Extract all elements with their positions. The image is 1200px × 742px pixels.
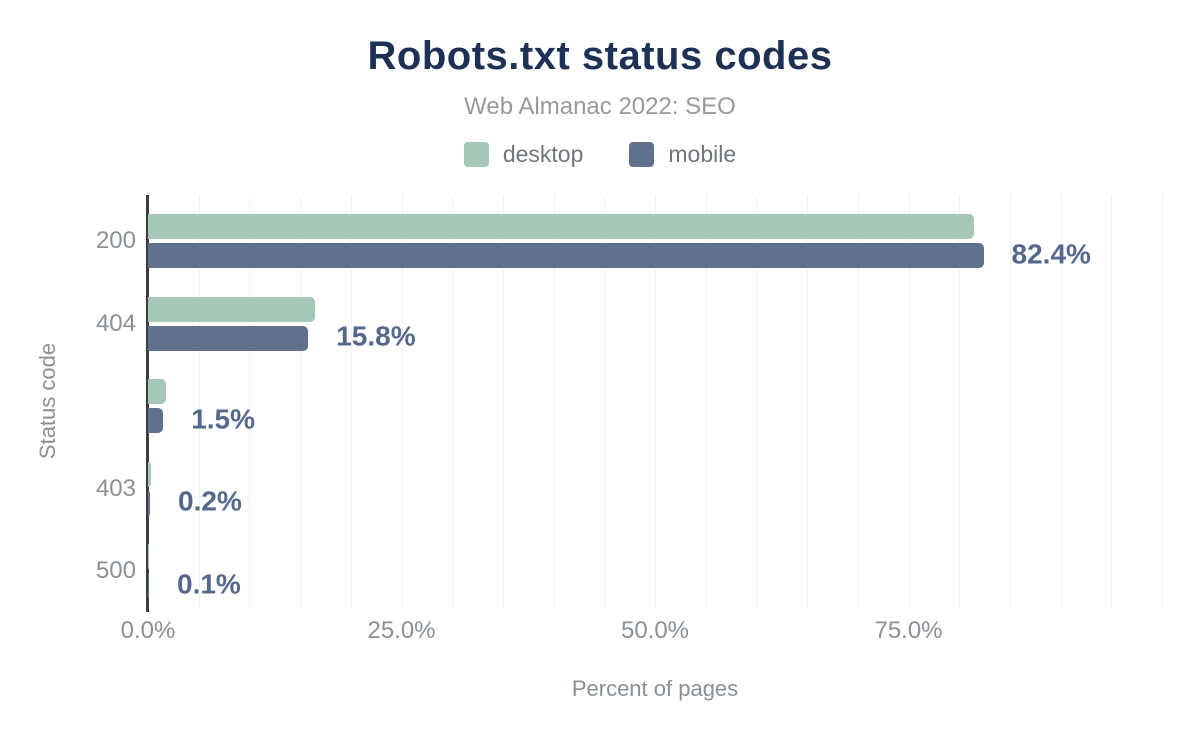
gridline-10pct bbox=[249, 195, 251, 608]
value-label-500: 0.1% bbox=[177, 568, 241, 600]
y-axis-title: Status code bbox=[35, 342, 60, 460]
bar-mobile-row2[interactable] bbox=[148, 408, 164, 434]
gridline-35pct bbox=[502, 195, 504, 608]
gridline-70pct bbox=[857, 195, 859, 608]
gridline-100pct bbox=[1162, 195, 1163, 608]
gridline-15pct bbox=[300, 195, 302, 608]
gridline-85pct bbox=[1009, 195, 1011, 608]
value-label-row2: 1.5% bbox=[191, 403, 256, 435]
y-axis-line bbox=[146, 195, 149, 612]
gridline-95pct bbox=[1111, 195, 1113, 608]
gridline-80pct bbox=[959, 195, 961, 608]
gridline-50pct bbox=[655, 195, 656, 608]
x-axis-title: Percent of pages bbox=[571, 676, 739, 701]
x-tick-label-75.0%: 75.0% bbox=[874, 617, 943, 644]
legend-label-desktop: desktop bbox=[502, 141, 584, 167]
legend-swatch-mobile-icon bbox=[629, 142, 655, 167]
bar-desktop-403[interactable] bbox=[148, 461, 152, 487]
gridline-25pct bbox=[401, 195, 403, 608]
x-tick-label-25.0%: 25.0% bbox=[367, 617, 436, 644]
gridline-20pct bbox=[350, 195, 352, 608]
legend-swatch-desktop-icon bbox=[463, 142, 489, 167]
gridline-40pct bbox=[553, 195, 555, 608]
gridline-5pct bbox=[198, 195, 200, 608]
value-label-403: 0.2% bbox=[178, 486, 242, 518]
chart-title: Robots.txt status codes bbox=[367, 34, 833, 78]
category-label-200: 200 bbox=[95, 227, 136, 254]
bar-desktop-row2[interactable] bbox=[148, 379, 167, 405]
x-tick-label-0.0%: 0.0% bbox=[120, 617, 176, 644]
legend-label-mobile: mobile bbox=[668, 141, 737, 167]
gridline-30pct bbox=[452, 195, 454, 608]
bar-desktop-500[interactable] bbox=[148, 544, 149, 570]
gridline-60pct bbox=[756, 195, 758, 608]
category-label-404: 404 bbox=[95, 309, 136, 337]
legend-item-desktop[interactable]: desktop bbox=[463, 141, 584, 168]
gridline-90pct bbox=[1060, 195, 1062, 608]
bar-mobile-404[interactable] bbox=[148, 325, 309, 351]
gridline-75pct bbox=[908, 195, 910, 608]
chart-subtitle: Web Almanac 2022: SEO bbox=[464, 93, 736, 120]
gridline-55pct bbox=[705, 195, 707, 608]
bar-desktop-200[interactable] bbox=[148, 214, 975, 239]
bar-mobile-200[interactable] bbox=[148, 243, 984, 268]
value-label-404: 15.8% bbox=[336, 320, 416, 352]
value-label-200: 82.4% bbox=[1011, 238, 1091, 270]
bar-mobile-500[interactable] bbox=[148, 573, 149, 599]
gridline-45pct bbox=[604, 195, 606, 608]
gridline-65pct bbox=[807, 195, 809, 608]
category-label-500: 500 bbox=[95, 557, 136, 585]
legend-item-mobile[interactable]: mobile bbox=[629, 141, 736, 168]
x-tick-label-50.0%: 50.0% bbox=[620, 617, 690, 644]
legend: desktop mobile bbox=[0, 141, 1200, 168]
bar-mobile-403[interactable] bbox=[148, 490, 151, 516]
bar-desktop-404[interactable] bbox=[148, 296, 316, 322]
category-label-403: 403 bbox=[95, 474, 136, 502]
plot-area: 200 82.4% 404 15.8% 1.5% 403 0.2% 500 0.1% bbox=[96, 195, 1163, 612]
